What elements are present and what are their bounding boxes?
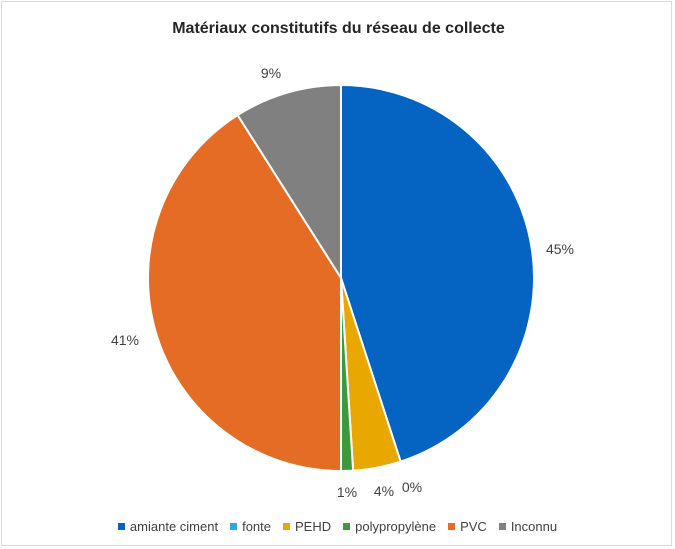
legend-item-pehd: PEHD — [283, 519, 331, 534]
legend-swatch — [498, 523, 506, 531]
legend-item-polypropyl-ne: polypropylène — [343, 519, 436, 534]
data-label-pehd: 4% — [374, 483, 394, 499]
chart-title: Matériaux constitutifs du réseau de coll… — [172, 20, 505, 37]
data-label-amiante-ciment: 45% — [546, 241, 574, 257]
pie-slices — [147, 83, 535, 473]
legend-item-inconnu: Inconnu — [498, 519, 558, 534]
legend-label: PVC — [460, 519, 487, 534]
legend-swatch — [343, 523, 351, 531]
legend-label: polypropylène — [355, 519, 437, 534]
legend-swatch — [283, 523, 290, 531]
legend-label: amiante ciment — [129, 519, 219, 534]
legend-swatch — [230, 523, 238, 531]
legend-label: fonte — [242, 519, 271, 534]
legend-item-amiante-ciment: amiante ciment — [117, 519, 219, 534]
legend-swatch — [448, 523, 456, 531]
data-label-fonte: 0% — [402, 479, 422, 495]
data-label-pvc: 41% — [111, 332, 139, 348]
data-label-polypropyl-ne: 1% — [337, 484, 357, 500]
legend-swatch — [117, 523, 125, 531]
legend-label: Inconnu — [510, 519, 558, 534]
legend-item-fonte: fonte — [230, 519, 271, 534]
legend-label: PEHD — [295, 519, 332, 534]
slice-inconnu — [236, 83, 342, 282]
pie-data-labels: 45% 0% 4% 1% 41% 9% — [111, 65, 574, 500]
slice-pvc — [147, 113, 342, 473]
data-label-inconnu: 9% — [261, 65, 281, 81]
legend-item-pvc: PVC — [448, 519, 487, 534]
chart-legend: amiante ciment fonte PEHD polypropylène PVC I… — [0, 519, 675, 534]
slice-amiante-ciment — [340, 83, 535, 463]
